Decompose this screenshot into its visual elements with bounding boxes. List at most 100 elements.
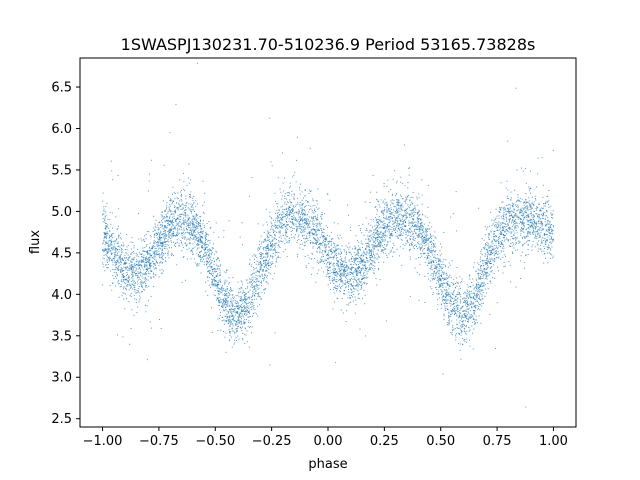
data-point bbox=[220, 288, 222, 290]
data-point bbox=[127, 258, 129, 260]
data-point bbox=[363, 250, 365, 252]
data-point bbox=[161, 249, 163, 251]
data-point bbox=[515, 286, 517, 288]
data-point bbox=[289, 201, 291, 203]
data-point bbox=[376, 231, 378, 233]
data-point bbox=[133, 245, 135, 247]
data-point bbox=[467, 303, 469, 305]
data-point bbox=[107, 250, 109, 252]
data-point bbox=[288, 212, 290, 214]
data-point bbox=[373, 245, 375, 247]
data-point bbox=[145, 260, 147, 262]
data-point bbox=[217, 275, 219, 277]
data-point bbox=[459, 299, 461, 301]
data-point bbox=[476, 288, 478, 290]
data-point bbox=[114, 253, 116, 255]
data-point bbox=[500, 223, 502, 225]
data-point bbox=[383, 210, 385, 212]
data-point bbox=[326, 262, 328, 264]
data-point bbox=[145, 280, 147, 282]
data-point bbox=[292, 208, 294, 210]
data-point bbox=[210, 273, 212, 274]
data-point bbox=[301, 243, 303, 245]
data-point bbox=[340, 265, 342, 267]
data-point bbox=[262, 275, 264, 277]
data-point bbox=[451, 304, 453, 306]
data-point bbox=[221, 289, 223, 291]
data-point bbox=[278, 210, 280, 212]
data-point bbox=[349, 283, 351, 285]
data-point bbox=[528, 200, 530, 202]
data-point bbox=[539, 208, 541, 210]
data-point bbox=[117, 281, 119, 283]
data-point bbox=[494, 240, 496, 242]
data-point bbox=[458, 288, 460, 290]
data-point bbox=[262, 269, 264, 271]
data-point bbox=[264, 278, 266, 280]
data-point bbox=[508, 261, 510, 263]
data-point bbox=[398, 214, 400, 216]
data-point bbox=[111, 243, 113, 245]
data-point bbox=[540, 222, 542, 224]
data-point bbox=[327, 272, 329, 274]
data-point bbox=[503, 266, 505, 268]
data-point bbox=[308, 226, 310, 228]
data-point bbox=[173, 206, 175, 208]
data-point bbox=[499, 211, 501, 213]
data-point bbox=[436, 254, 438, 256]
data-point bbox=[523, 218, 525, 220]
data-point bbox=[433, 244, 435, 246]
data-point bbox=[482, 289, 484, 291]
data-point bbox=[177, 229, 179, 231]
data-point bbox=[451, 298, 453, 300]
data-point bbox=[446, 277, 448, 279]
data-point bbox=[117, 257, 119, 259]
data-point bbox=[235, 328, 237, 330]
data-point bbox=[274, 231, 276, 233]
data-point bbox=[204, 238, 206, 240]
data-point bbox=[463, 298, 465, 300]
data-point bbox=[438, 297, 440, 299]
data-point bbox=[519, 229, 521, 231]
data-point bbox=[270, 254, 272, 256]
data-point bbox=[513, 211, 515, 213]
data-point bbox=[123, 288, 125, 290]
data-point bbox=[115, 285, 116, 287]
data-point bbox=[290, 209, 292, 211]
data-point bbox=[387, 224, 389, 226]
data-point bbox=[531, 226, 533, 228]
data-point bbox=[405, 209, 407, 211]
data-point bbox=[370, 191, 372, 193]
data-point bbox=[231, 310, 233, 312]
data-point bbox=[388, 225, 390, 227]
data-point bbox=[328, 264, 330, 266]
data-point bbox=[266, 221, 268, 223]
data-point bbox=[358, 266, 360, 268]
data-point bbox=[121, 276, 123, 278]
data-point bbox=[171, 254, 173, 256]
data-point bbox=[282, 216, 284, 218]
data-point bbox=[465, 315, 467, 317]
data-point bbox=[157, 262, 159, 264]
data-point bbox=[116, 275, 118, 277]
data-point bbox=[243, 320, 245, 322]
data-point bbox=[161, 254, 163, 256]
data-point bbox=[397, 221, 399, 223]
data-point bbox=[286, 203, 288, 205]
data-point bbox=[405, 218, 407, 220]
data-point bbox=[411, 225, 413, 227]
data-point bbox=[531, 202, 533, 204]
data-point bbox=[189, 242, 191, 244]
data-point bbox=[269, 231, 271, 233]
data-point bbox=[394, 206, 396, 208]
data-point bbox=[154, 256, 156, 258]
data-point bbox=[245, 302, 247, 304]
data-point bbox=[356, 274, 358, 276]
data-point bbox=[211, 252, 213, 254]
data-point bbox=[446, 299, 448, 301]
data-point bbox=[225, 351, 227, 353]
data-point bbox=[376, 208, 378, 210]
data-point bbox=[285, 192, 287, 194]
data-point bbox=[498, 221, 500, 223]
data-point bbox=[237, 335, 239, 337]
